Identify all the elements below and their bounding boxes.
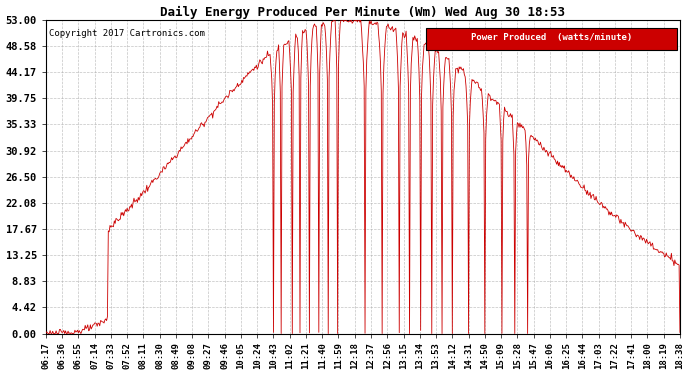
Text: Copyright 2017 Cartronics.com: Copyright 2017 Cartronics.com (49, 29, 205, 38)
Title: Daily Energy Produced Per Minute (Wm) Wed Aug 30 18:53: Daily Energy Produced Per Minute (Wm) We… (160, 6, 565, 19)
FancyBboxPatch shape (426, 28, 677, 50)
Text: Power Produced  (watts/minute): Power Produced (watts/minute) (471, 33, 632, 42)
